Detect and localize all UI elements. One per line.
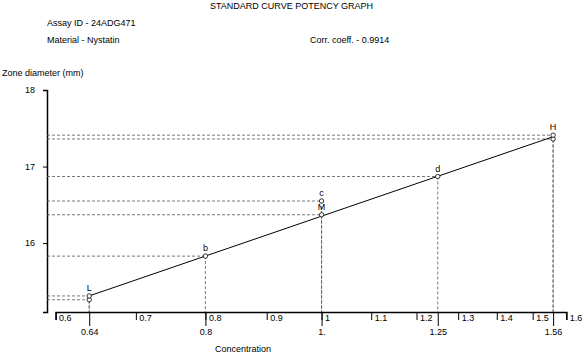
guide-horizontal	[47, 295, 89, 296]
concentration-axis: 0.64 0.8 1. 1.25 1.56	[81, 312, 562, 337]
title: STANDARD CURVE POTENCY GRAPH	[210, 1, 373, 11]
point	[551, 133, 555, 137]
x-tick-label: 1.4	[500, 313, 513, 323]
x-tick-label: 1.5	[536, 313, 549, 323]
x-tick-label: 1.1	[375, 313, 388, 323]
x-tick-label: 1.2	[420, 313, 433, 323]
concentration-tick-mark	[322, 312, 323, 326]
y-tick-mark	[43, 167, 47, 168]
guide-horizontal	[47, 214, 322, 215]
x-tick: 0.8	[206, 312, 222, 323]
point-label: H	[550, 122, 557, 132]
fit-line	[89, 137, 553, 296]
guide-horizontal	[47, 135, 553, 136]
x-axis-title: Concentration	[215, 344, 271, 354]
x-axis: 0.6 0.7 0.8 0.9 1 1.1 1.2 1.3 1.4 1.5 1.6	[56, 312, 582, 323]
y-tick: 16	[25, 238, 47, 248]
concentration-tick: 1.56	[545, 312, 563, 337]
concentration-tick-mark	[205, 312, 206, 326]
concentration-tick-label: 1.56	[545, 327, 563, 337]
annotation: Material - Nystatin	[47, 35, 120, 45]
x-tick-mark	[136, 312, 137, 320]
guide-horizontal	[47, 138, 553, 139]
guide-vertical	[553, 135, 554, 312]
x-tick: 0.7	[136, 312, 152, 323]
annotation: Assay ID - 24ADG471	[47, 18, 136, 28]
y-tick: 18	[25, 85, 47, 95]
guide-vertical	[321, 201, 322, 312]
guide-horizontal	[47, 256, 205, 257]
x-tick-mark	[566, 312, 567, 320]
point-label: d	[435, 164, 440, 174]
concentration-tick: 1.	[318, 312, 326, 337]
concentration-tick-label: 0.64	[81, 327, 99, 337]
x-tick-mark	[417, 312, 418, 320]
concentration-tick-mark	[89, 312, 90, 326]
guide-horizontal	[47, 299, 89, 300]
x-tick-label: 1.6	[570, 313, 583, 323]
concentration-tick: 1.25	[429, 312, 447, 337]
x-tick-mark	[267, 312, 268, 320]
annotation: Corr. coeff. - 0.9914	[310, 35, 389, 45]
point	[319, 213, 323, 217]
guide-horizontal	[47, 201, 322, 202]
concentration-tick-label: 1.25	[429, 327, 447, 337]
point	[203, 254, 207, 258]
x-tick: 1.1	[372, 312, 388, 323]
y-axis-line	[43, 91, 48, 313]
concentration-tick-mark	[553, 312, 554, 326]
concentration-tick-label: 0.8	[200, 327, 213, 337]
y-tick-label: 18	[25, 85, 35, 95]
x-tick-label: 1	[325, 313, 330, 323]
y-axis-title: Zone diameter (mm)	[2, 68, 84, 78]
y-tick: 17	[25, 162, 47, 172]
guide-vertical	[205, 256, 206, 312]
point	[87, 294, 91, 298]
y-tick-label: 17	[25, 162, 35, 172]
plot-area	[47, 133, 555, 312]
guide-vertical	[437, 177, 438, 312]
y-tick-label: 16	[25, 238, 35, 248]
x-tick-label: 0.7	[139, 313, 152, 323]
x-tick: 0.6	[56, 312, 72, 323]
concentration-tick: 0.64	[81, 312, 99, 337]
x-tick-label: 0.9	[270, 313, 283, 323]
x-tick-mark	[533, 312, 534, 320]
concentration-tick-label: 1.	[318, 327, 326, 337]
x-tick: 1.5	[533, 312, 549, 323]
point-label: b	[203, 243, 208, 253]
x-tick-mark	[56, 312, 57, 320]
x-tick: 0.9	[267, 312, 283, 323]
x-tick: 1.4	[497, 312, 513, 323]
point-label: c	[319, 188, 324, 198]
x-tick-label: 0.8	[209, 313, 222, 323]
point-labels: Lb Mc d H	[87, 122, 557, 293]
chart: STANDARD CURVE POTENCY GRAPH Assay ID - 2…	[0, 0, 583, 357]
x-tick-mark	[458, 312, 459, 320]
y-tick-mark	[43, 90, 47, 91]
x-tick-mark	[371, 312, 372, 320]
x-tick-label: 0.6	[59, 313, 72, 323]
x-tick: 1	[322, 312, 330, 323]
x-tick: 1.6	[567, 312, 583, 323]
x-tick: 1.2	[417, 312, 433, 323]
y-tick-mark	[43, 243, 47, 244]
point	[436, 174, 440, 178]
x-tick-mark	[497, 312, 498, 320]
point-label: L	[87, 283, 92, 293]
x-tick-label: 1.3	[462, 313, 475, 323]
concentration-tick: 0.8	[200, 312, 213, 337]
y-axis: 16 17 18	[25, 85, 48, 312]
concentration-tick-mark	[438, 312, 439, 326]
point-label: M	[318, 202, 326, 212]
x-axis-line	[56, 313, 567, 321]
x-tick: 1.3	[459, 312, 475, 323]
guide-horizontal	[47, 176, 438, 177]
